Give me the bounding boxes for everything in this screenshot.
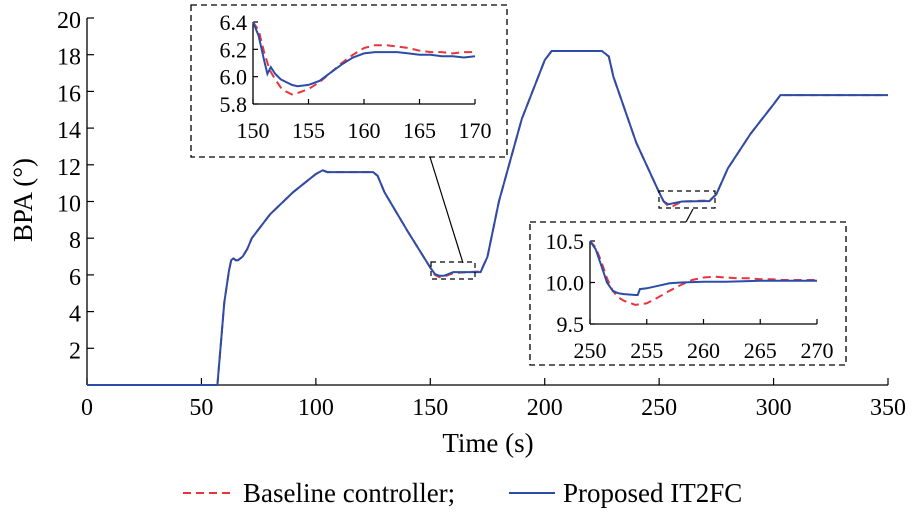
inset2-series <box>589 240 817 306</box>
inset1-series-proposed-line <box>252 21 476 88</box>
main-y-ticks: 2 4 6 8 10 12 14 16 18 20 <box>57 8 94 364</box>
zoom-connector-1 <box>429 156 464 264</box>
inset2-y-ticks: 9.5 10.0 10.5 <box>546 229 595 337</box>
y-axis-label: BPA (°) <box>8 158 38 242</box>
zoom-region-marker-1 <box>430 261 476 280</box>
inset1-x-tick-label: 170 <box>459 118 492 143</box>
inset1-x-ticks: 150 155 160 165 170 <box>237 99 492 143</box>
main-x-tick-label: 150 <box>412 395 448 421</box>
legend-label-baseline: Baseline controller; <box>243 478 455 508</box>
legend-label-proposed: Proposed IT2FC <box>563 478 742 508</box>
main-y-tick-label: 8 <box>69 228 81 254</box>
inset1-y-tick-label: 6.4 <box>220 10 248 35</box>
inset1-x-tick-label: 165 <box>403 118 436 143</box>
main-y-tick-label: 20 <box>57 8 81 34</box>
inset1-y-tick-label: 6.2 <box>220 37 248 62</box>
inset2-series-proposed-line <box>589 240 817 296</box>
zoom-region-marker-2 <box>658 190 716 209</box>
inset2-x-tick-label: 260 <box>687 338 720 363</box>
main-y-tick-label: 14 <box>57 118 81 144</box>
main-y-tick-label: 12 <box>57 155 81 181</box>
inset2-y-tick-label: 9.5 <box>557 312 585 337</box>
main-y-tick-label: 6 <box>69 265 81 291</box>
main-x-tick-label: 100 <box>298 395 334 421</box>
main-x-tick-label: 0 <box>81 395 93 421</box>
main-y-tick-label: 16 <box>57 81 81 107</box>
inset-frame-2 <box>529 221 847 366</box>
main-series <box>87 50 888 386</box>
inset2-x-ticks: 250 255 260 265 270 <box>574 319 834 363</box>
main-x-tick-label: 200 <box>527 395 563 421</box>
inset2-x-tick-label: 250 <box>574 338 607 363</box>
main-y-tick-label: 2 <box>69 338 81 364</box>
x-axis-label: Time (s) <box>442 428 533 458</box>
inset1-x-tick-label: 150 <box>237 118 270 143</box>
inset1-y-tick-label: 6.0 <box>220 65 248 90</box>
inset1-x-tick-label: 160 <box>348 118 381 143</box>
main-x-ticks: 0 50 100 150 200 250 300 350 <box>81 378 906 421</box>
main-x-tick-label: 50 <box>189 395 213 421</box>
inset2-y-tick-label: 10.5 <box>546 229 585 254</box>
main-y-tick-label: 4 <box>69 302 81 328</box>
inset1-y-ticks: 5.86.0 6.26.4 <box>220 10 258 117</box>
main-x-tick-label: 300 <box>756 395 792 421</box>
main-plot: 0 50 100 150 200 250 300 350 2 4 6 8 10 12 14 16 18 20 <box>57 8 906 421</box>
inset-plot-2: 250 255 260 265 270 9.5 10.0 10.5 <box>529 221 847 366</box>
main-x-tick-label: 250 <box>641 395 677 421</box>
main-y-tick-label: 18 <box>57 45 81 71</box>
main-series-proposed-line <box>87 50 888 386</box>
inset2-x-tick-label: 255 <box>630 338 663 363</box>
inset2-x-tick-label: 265 <box>744 338 777 363</box>
inset2-x-tick-label: 270 <box>801 338 834 363</box>
inset1-x-tick-label: 155 <box>292 118 325 143</box>
inset1-series <box>252 21 476 96</box>
zoom-connector-2 <box>685 208 694 223</box>
inset1-series-baseline-line <box>252 21 475 96</box>
main-x-tick-label: 350 <box>870 395 906 421</box>
main-y-tick-label: 10 <box>57 192 81 218</box>
legend: Baseline controller; Proposed IT2FC <box>183 478 742 508</box>
inset2-y-tick-label: 10.0 <box>546 271 585 296</box>
inset1-y-tick-label: 5.8 <box>220 92 248 117</box>
inset-frame-1 <box>190 4 508 158</box>
inset-plot-1: 150 155 160 165 170 5.86.0 6.26.4 <box>190 4 508 158</box>
